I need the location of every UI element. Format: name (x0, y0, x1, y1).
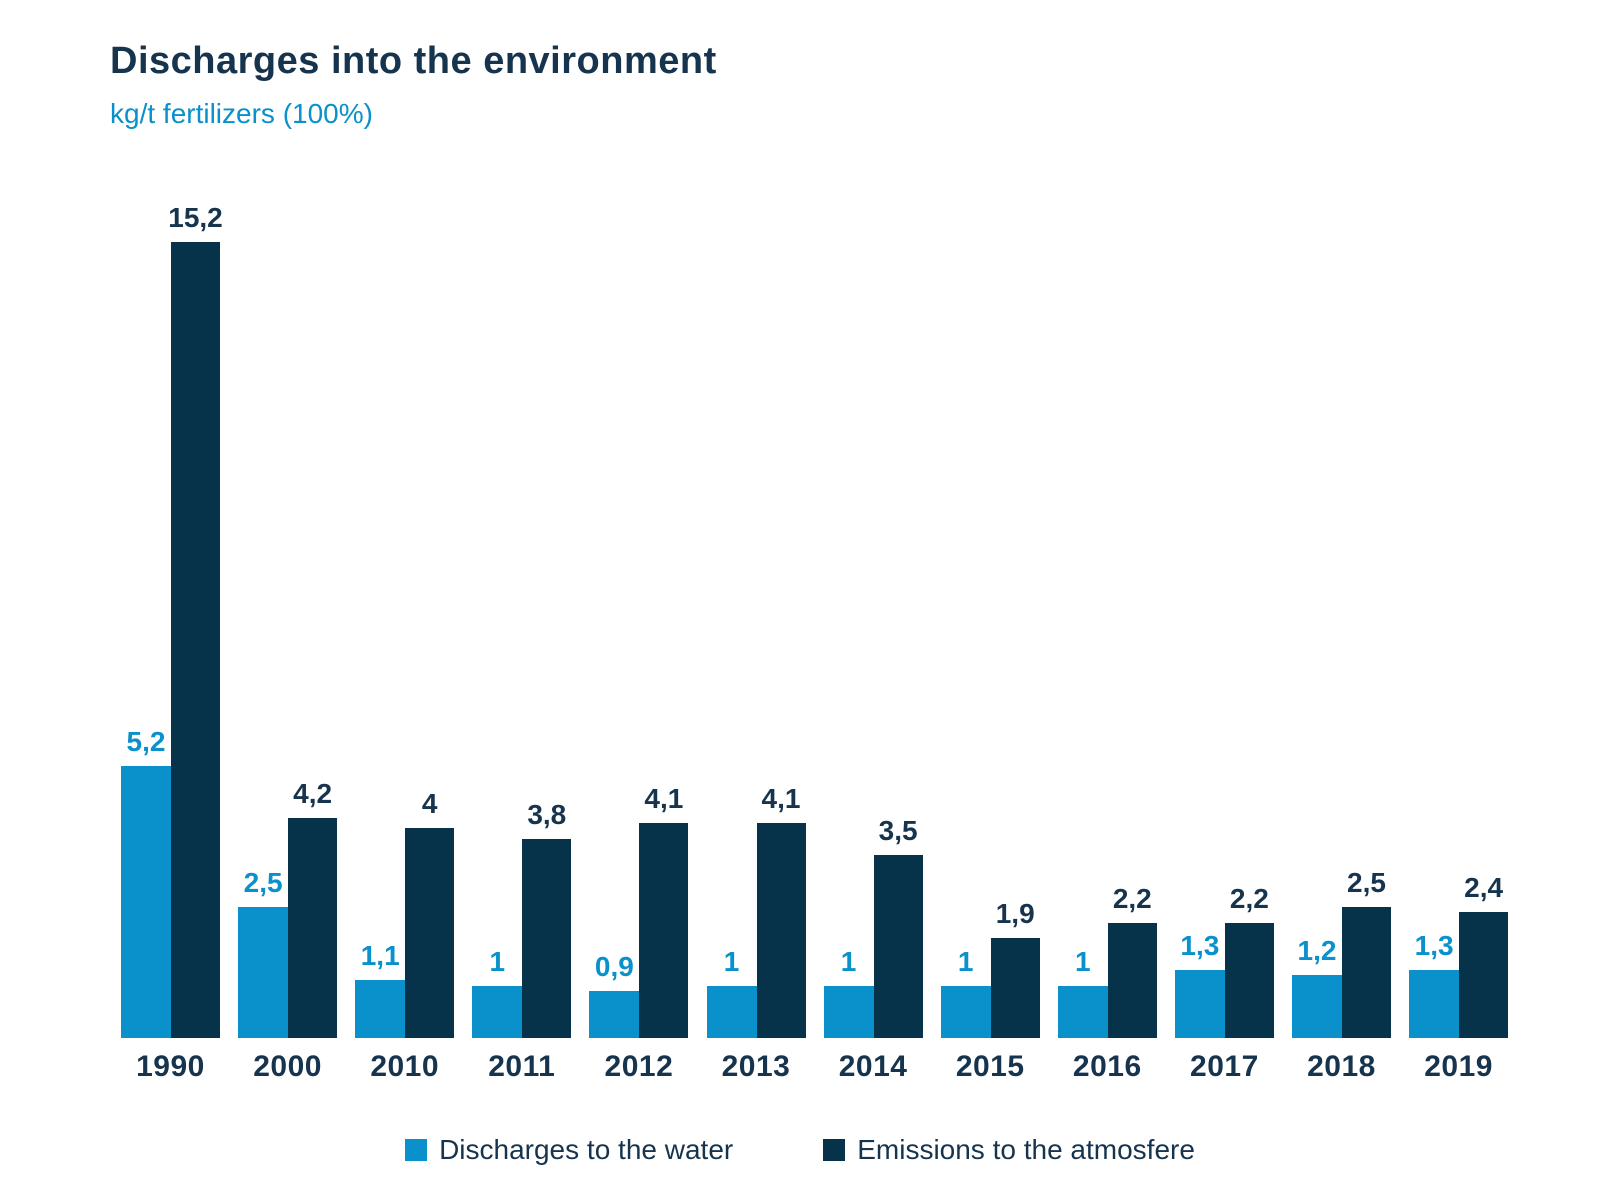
bar-atmosphere (1459, 912, 1509, 1038)
value-label-atmosphere: 2,2 (1229, 882, 1269, 914)
bar-group: 1,1 4 (355, 241, 455, 1038)
bar-atmosphere (405, 828, 455, 1038)
chart-subtitle: kg/t fertilizers (100%) (110, 98, 373, 129)
legend-label-water: Discharges to the water (439, 1134, 734, 1165)
value-label-atmosphere: 1,9 (995, 898, 1035, 930)
x-tick-label: 2014 (838, 1050, 908, 1083)
value-label-atmosphere: 3,8 (527, 798, 567, 830)
x-tick-label: 2015 (955, 1050, 1025, 1083)
bar-group: 1,2 2,5 (1292, 241, 1391, 1038)
value-label-water: 1 (723, 945, 740, 977)
legend-item-atmosphere: Emissions to the atmosfere (823, 1134, 1195, 1166)
x-tick-label: 2019 (1424, 1050, 1493, 1083)
value-label-water: 1 (489, 945, 506, 977)
bar-water (1292, 975, 1342, 1038)
legend-swatch-water-icon (405, 1139, 428, 1161)
value-label-water: 1 (957, 945, 974, 977)
legend-item-water: Discharges to the water (405, 1134, 733, 1166)
bar-water (823, 985, 874, 1038)
value-label-atmosphere: 15,2 (168, 201, 223, 233)
value-label-atmosphere: 2,5 (1347, 867, 1386, 898)
bar-water (940, 985, 991, 1038)
bar-group: 5,2 15,2 (121, 203, 223, 1038)
value-label-atmosphere: 2,4 (1464, 872, 1504, 904)
bar-group: 1,3 2,2 (1174, 241, 1274, 1038)
plot-area: 5,2 15,2 2,5 4,2 1,1 4 1 3,8 0,9 4,1 1 4,1 1 3,5 1 1,9 1… (121, 203, 1580, 1038)
x-tick-label: 2017 (1190, 1050, 1259, 1083)
bar-atmosphere (756, 823, 806, 1038)
x-axis: 1990 2000 2010 2011 2012 2013 2014 2015 2016 2017… (121, 1050, 1580, 1090)
bar-atmosphere (990, 938, 1040, 1038)
bar-atmosphere (1224, 922, 1274, 1038)
value-label-water: 1,3 (1414, 929, 1454, 961)
bar-atmosphere (171, 241, 220, 1038)
value-label-water: 1,3 (1180, 929, 1220, 961)
bar-group: 1 3,5 (823, 241, 923, 1038)
value-label-atmosphere: 4,1 (644, 783, 684, 815)
bar-water (472, 985, 523, 1038)
bar-water (1409, 969, 1460, 1038)
bar-atmosphere (1107, 922, 1157, 1038)
value-label-atmosphere: 4 (421, 788, 438, 820)
legend-label-atmosphere: Emissions to the atmosfere (857, 1134, 1195, 1165)
bar-atmosphere (1342, 907, 1391, 1038)
chart-title: Discharges into the environment (110, 40, 717, 82)
legend: Discharges to the water Emissions to the… (0, 1130, 1600, 1170)
value-label-water: 1 (1075, 945, 1091, 977)
value-label-water: 1,1 (360, 940, 400, 972)
bar-water (1057, 985, 1108, 1038)
bar-atmosphere (639, 823, 689, 1038)
x-tick-label: 2010 (370, 1050, 440, 1083)
x-tick-label: 2012 (604, 1050, 674, 1083)
bar-atmosphere (522, 838, 572, 1038)
x-tick-label: 2016 (1072, 1050, 1142, 1083)
bar-water (238, 907, 289, 1038)
bar-water (1174, 969, 1225, 1038)
value-label-atmosphere: 4,2 (293, 777, 333, 809)
value-label-atmosphere: 2,2 (1112, 882, 1152, 914)
value-label-atmosphere: 3,5 (878, 814, 918, 846)
x-tick-label: 2013 (721, 1050, 791, 1083)
bar-group: 1 4,1 (706, 241, 806, 1038)
value-label-water: 1,2 (1297, 935, 1337, 967)
value-label-water: 1 (840, 945, 857, 977)
x-tick-label: 2018 (1307, 1050, 1376, 1083)
bar-group: 1,3 2,4 (1409, 241, 1509, 1038)
x-tick-label: 1990 (136, 1050, 205, 1083)
bar-group: 1 1,9 (940, 241, 1040, 1038)
value-label-water: 0,9 (594, 950, 634, 982)
bar-group: 2,5 4,2 (238, 241, 338, 1038)
bar-atmosphere (873, 854, 923, 1038)
bar-group: 1 2,2 (1057, 241, 1157, 1038)
bar-group: 0,9 4,1 (589, 241, 689, 1038)
bar-atmosphere (288, 817, 338, 1038)
bar-water (355, 980, 406, 1038)
bar-group: 1 3,8 (472, 241, 572, 1038)
bar-water (706, 985, 757, 1038)
legend-swatch-atmosphere-icon (823, 1139, 846, 1161)
value-label-water: 2,5 (243, 867, 283, 898)
x-tick-label: 2000 (253, 1050, 322, 1083)
value-label-atmosphere: 4,1 (761, 783, 801, 815)
x-tick-label: 2011 (488, 1050, 556, 1083)
bar-water (589, 990, 640, 1038)
bar-water (121, 765, 171, 1038)
value-label-water: 5,2 (126, 725, 166, 757)
